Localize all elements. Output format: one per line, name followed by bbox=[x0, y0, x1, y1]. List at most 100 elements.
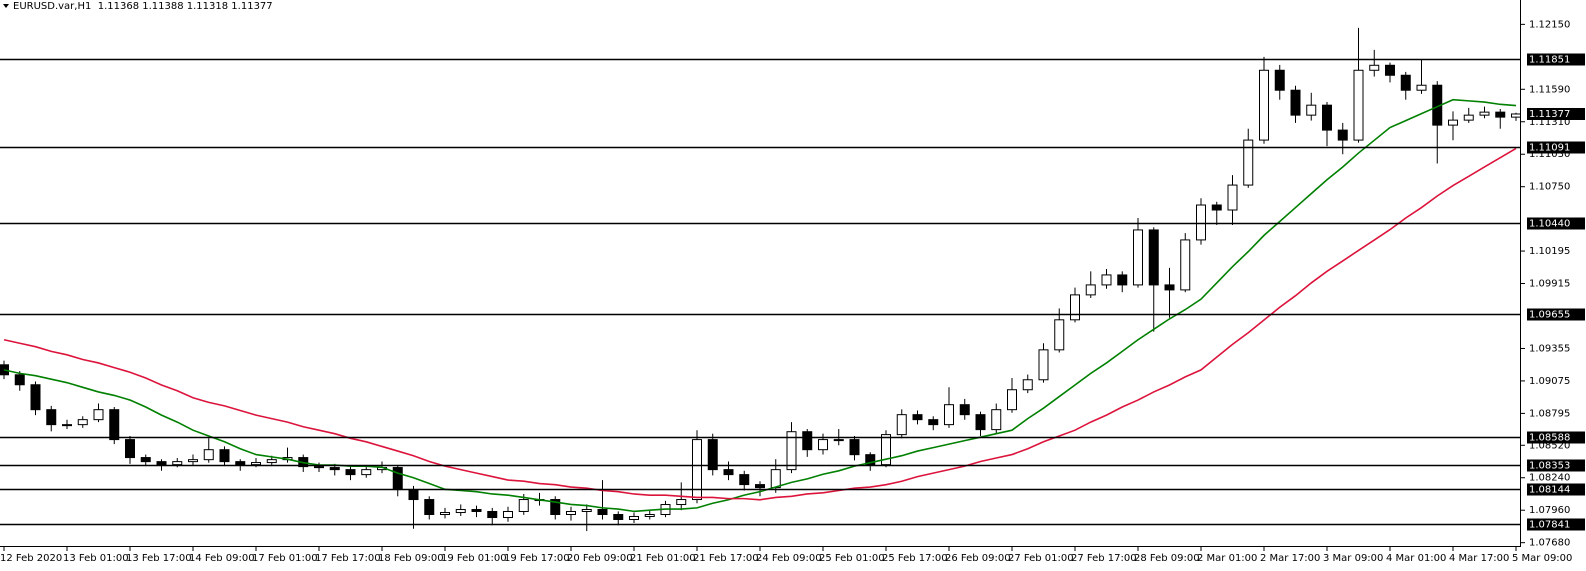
candle-body bbox=[1038, 349, 1049, 381]
current-price-label: 1.11377 bbox=[1529, 109, 1570, 120]
level-label: 1.08144 bbox=[1529, 485, 1570, 496]
candle-body bbox=[503, 510, 513, 519]
candle-body bbox=[1463, 114, 1474, 121]
candle-body bbox=[581, 509, 592, 512]
plot bbox=[0, 23, 1525, 551]
level-label-box bbox=[1527, 459, 1585, 472]
candle-body bbox=[1196, 204, 1206, 241]
candle-body bbox=[1070, 294, 1080, 321]
candle-body bbox=[1400, 74, 1411, 91]
x-tick-label: 20 Feb 09:00 bbox=[567, 553, 633, 564]
candle-body bbox=[440, 512, 450, 516]
moving-average bbox=[3, 147, 1517, 501]
x-tick-label: 24 Feb 09:00 bbox=[756, 553, 822, 564]
candle-body bbox=[172, 461, 183, 466]
candle-body bbox=[1148, 229, 1159, 286]
level-label-box bbox=[1527, 518, 1585, 531]
level-label: 1.07841 bbox=[1529, 520, 1570, 531]
level-label-box bbox=[1527, 53, 1585, 66]
candle-body bbox=[487, 510, 498, 519]
candle-body bbox=[109, 409, 120, 441]
candle-body bbox=[991, 409, 1002, 431]
candle-body bbox=[471, 509, 482, 512]
level-label-box bbox=[1527, 217, 1585, 230]
candle-body bbox=[361, 469, 372, 476]
candle-body bbox=[1243, 139, 1254, 186]
y-tick-label: 1.09915 bbox=[1529, 279, 1570, 290]
candle-body bbox=[314, 466, 324, 469]
candle-body bbox=[1369, 64, 1380, 71]
candle-body bbox=[818, 439, 828, 451]
candle-body bbox=[1353, 69, 1364, 141]
x-tick-label: 26 Feb 09:00 bbox=[945, 553, 1011, 564]
y-tick-label: 1.08240 bbox=[1529, 473, 1570, 484]
candle-body bbox=[1290, 89, 1301, 116]
candle-body bbox=[1511, 113, 1521, 118]
level-label-box bbox=[1527, 483, 1585, 496]
candle-body bbox=[755, 484, 765, 489]
menu-arrow[interactable] bbox=[3, 4, 9, 8]
candle-body bbox=[802, 431, 813, 451]
level-label: 1.08588 bbox=[1529, 433, 1570, 444]
candle-body bbox=[392, 467, 403, 491]
candle-body bbox=[1259, 69, 1269, 141]
candle-body bbox=[1306, 104, 1317, 116]
candle-body bbox=[912, 414, 923, 421]
candle-body bbox=[30, 384, 41, 411]
candle-body bbox=[156, 461, 167, 466]
current-price-box bbox=[1527, 107, 1585, 120]
x-tick-label: 25 Feb 01:00 bbox=[819, 553, 885, 564]
candle-body bbox=[1101, 274, 1112, 286]
y-tick-label: 1.10195 bbox=[1529, 246, 1570, 257]
candle-body bbox=[424, 499, 435, 516]
candle-body bbox=[597, 509, 608, 516]
level-label: 1.10440 bbox=[1529, 219, 1570, 230]
candle-body bbox=[1274, 69, 1285, 91]
candle-body bbox=[1495, 111, 1506, 118]
candle-body bbox=[566, 510, 576, 516]
y-tick-label: 1.11030 bbox=[1529, 149, 1570, 160]
x-tick-label: 13 Feb 01:00 bbox=[63, 553, 129, 564]
candle-body bbox=[266, 459, 277, 464]
candle-body bbox=[1085, 284, 1096, 296]
candle-body bbox=[707, 439, 718, 471]
x-tick-label: 2 Mar 17:00 bbox=[1260, 553, 1320, 564]
candle-body bbox=[219, 449, 230, 463]
candle-body bbox=[1416, 84, 1427, 91]
candle-body bbox=[77, 419, 88, 426]
candle-body bbox=[518, 499, 529, 512]
candle-body bbox=[1117, 274, 1128, 286]
candle-body bbox=[1054, 319, 1065, 351]
x-tick-label: 2 Mar 01:00 bbox=[1197, 553, 1257, 564]
candle-body bbox=[1385, 64, 1395, 76]
moving-average bbox=[3, 98, 1517, 513]
y-tick-label: 1.09355 bbox=[1529, 343, 1570, 354]
candle-body bbox=[1164, 284, 1175, 291]
x-tick-label: 17 Feb 01:00 bbox=[252, 553, 318, 564]
candle-body bbox=[676, 499, 687, 506]
x-tick-label: 5 Mar 09:00 bbox=[1512, 553, 1572, 564]
candle-body bbox=[944, 404, 954, 426]
candle-body bbox=[1479, 111, 1490, 116]
candle-body bbox=[1337, 129, 1348, 141]
level-label-box bbox=[1527, 431, 1585, 444]
candle-body bbox=[251, 462, 261, 466]
candle-body bbox=[975, 414, 986, 431]
candle-body bbox=[188, 459, 198, 463]
candle-body bbox=[723, 469, 734, 476]
y-tick-label: 1.10750 bbox=[1529, 182, 1570, 193]
y-tick-label: 1.12150 bbox=[1529, 19, 1570, 30]
candle-body bbox=[550, 499, 561, 516]
candle-body bbox=[14, 374, 25, 386]
x-tick-label: 21 Feb 01:00 bbox=[630, 553, 696, 564]
candle-body bbox=[786, 431, 797, 471]
level-label: 1.11091 bbox=[1529, 143, 1570, 154]
candle-body bbox=[1007, 389, 1017, 411]
x-tick-label: 4 Mar 17:00 bbox=[1449, 553, 1509, 564]
y-tick-label: 1.07680 bbox=[1529, 538, 1570, 549]
candle-body bbox=[345, 469, 356, 476]
x-tick-label: 27 Feb 17:00 bbox=[1071, 553, 1137, 564]
x-tick-label: 12 Feb 2020 bbox=[0, 553, 62, 564]
